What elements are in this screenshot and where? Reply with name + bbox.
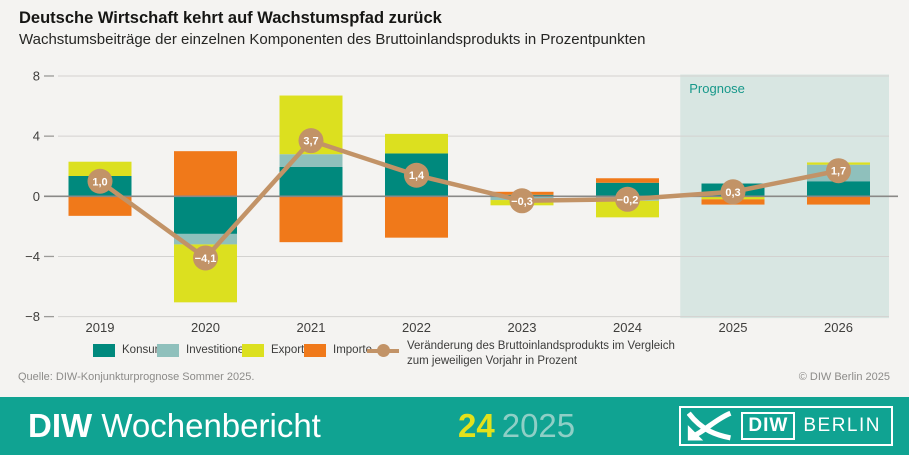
- y-tick-label: 0: [33, 189, 40, 204]
- logo-berlin-text: BERLIN: [803, 415, 881, 436]
- brand-diw: DIW: [28, 407, 93, 444]
- gdp-marker-label: −0,2: [617, 194, 639, 206]
- legend-label-importe: Importe: [333, 344, 372, 356]
- bar-segment-konsum: [279, 166, 343, 197]
- source-note: Quelle: DIW-Konjunkturprognose Sommer 20…: [18, 371, 255, 383]
- issue-info: 24 2025: [458, 397, 575, 455]
- legend-label-investitionen: Investitionen: [186, 344, 251, 356]
- gdp-marker-label: 1,0: [92, 176, 107, 188]
- bar-segment-importe: [807, 196, 870, 205]
- gdp-marker-label: 3,7: [303, 136, 318, 148]
- logo-diw-text: DIW: [741, 412, 796, 440]
- bar-segment-importe: [385, 196, 448, 238]
- y-tick-label: 4: [33, 129, 40, 144]
- diw-swoosh-icon: [687, 410, 732, 441]
- publication-brand: DIW Wochenbericht: [28, 397, 321, 455]
- page-title: Deutsche Wirtschaft kehrt auf Wachstumsp…: [19, 9, 442, 27]
- konsum-swatch: [93, 343, 115, 357]
- bar-segment-importe: [596, 178, 659, 183]
- y-tick-label: −8: [25, 309, 40, 324]
- brand-wochenbericht: Wochenbericht: [101, 407, 321, 444]
- legend-item-importe: Importe: [304, 343, 372, 357]
- importe-swatch: [304, 343, 326, 357]
- line-glyph-dot: [376, 344, 390, 357]
- copyright-note: © DIW Berlin 2025: [798, 371, 890, 383]
- gdp-marker-label: −0,3: [511, 196, 533, 208]
- page-subtitle: Wachstumsbeiträge der einzelnen Komponen…: [19, 31, 646, 48]
- gdp-marker: [404, 162, 429, 188]
- bar-segment-importe: [174, 151, 237, 197]
- bar-segment-konsum: [807, 181, 870, 197]
- legend-gdp-line-1: Veränderung des Bruttoinlandsprodukts im…: [407, 340, 675, 352]
- gdp-line: [98, 138, 839, 261]
- gdp-marker: [87, 168, 113, 194]
- gdp-line-legend-glyph: [367, 344, 399, 357]
- diw-berlin-logo: DIW BERLIN: [679, 406, 893, 446]
- footer-bar: DIW Wochenbericht 24 2025 DIW BERLIN: [0, 397, 909, 455]
- legend-label-exporte: Exporte: [271, 344, 311, 356]
- x-tick-label: 2020: [191, 320, 220, 335]
- x-tick-label: 2021: [297, 320, 326, 335]
- bar-segment-importe: [279, 196, 343, 243]
- legend-gdp-line-2: zum jeweiligen Vorjahr in Prozent: [407, 354, 578, 367]
- exporte-swatch: [242, 343, 264, 357]
- gdp-marker: [298, 128, 324, 154]
- legend-label-konsum: Konsum: [122, 344, 165, 356]
- legend-item-konsum: Konsum: [93, 343, 164, 357]
- gdp-marker-label: 1,7: [831, 166, 846, 178]
- issue-year: 2025: [501, 407, 576, 444]
- x-tick-label: 2022: [402, 320, 431, 335]
- issue-number: 24: [458, 407, 495, 444]
- legend-item-exporte: Exporte: [242, 343, 311, 357]
- gdp-marker: [720, 179, 746, 205]
- gdp-contributions-chart: Prognose 8 4 0 −4 −8 2019 2020 2021 2022 2023 2024 2…: [25, 68, 898, 335]
- legend-item-investitionen: Investitionen: [157, 343, 251, 357]
- gdp-marker-label: 1,4: [409, 170, 425, 182]
- bar-segment-exporte: [385, 133, 448, 154]
- x-tick-label: 2023: [508, 320, 537, 335]
- bar-segment-importe: [68, 196, 132, 216]
- gdp-marker: [193, 245, 218, 271]
- gdp-marker-label: 0,3: [725, 187, 740, 199]
- y-tick-label: −4: [25, 249, 40, 264]
- y-tick-label: 8: [33, 68, 40, 83]
- gdp-marker: [509, 188, 535, 214]
- x-tick-label: 2026: [824, 320, 853, 335]
- x-tick-label: 2024: [613, 320, 642, 335]
- bar-segment-investitionen: [174, 233, 237, 245]
- gdp-marker: [615, 186, 640, 212]
- gdp-marker: [826, 158, 851, 184]
- bar-segment-konsum: [174, 196, 237, 234]
- legend-label-gdp-line: Veränderung des Bruttoinlandsprodukts im…: [407, 339, 675, 368]
- x-tick-label: 2019: [86, 320, 115, 335]
- x-tick-label: 2025: [719, 320, 748, 335]
- investitionen-swatch: [157, 343, 179, 357]
- gdp-marker-label: −4,1: [195, 253, 217, 265]
- prognose-label: Prognose: [689, 81, 745, 96]
